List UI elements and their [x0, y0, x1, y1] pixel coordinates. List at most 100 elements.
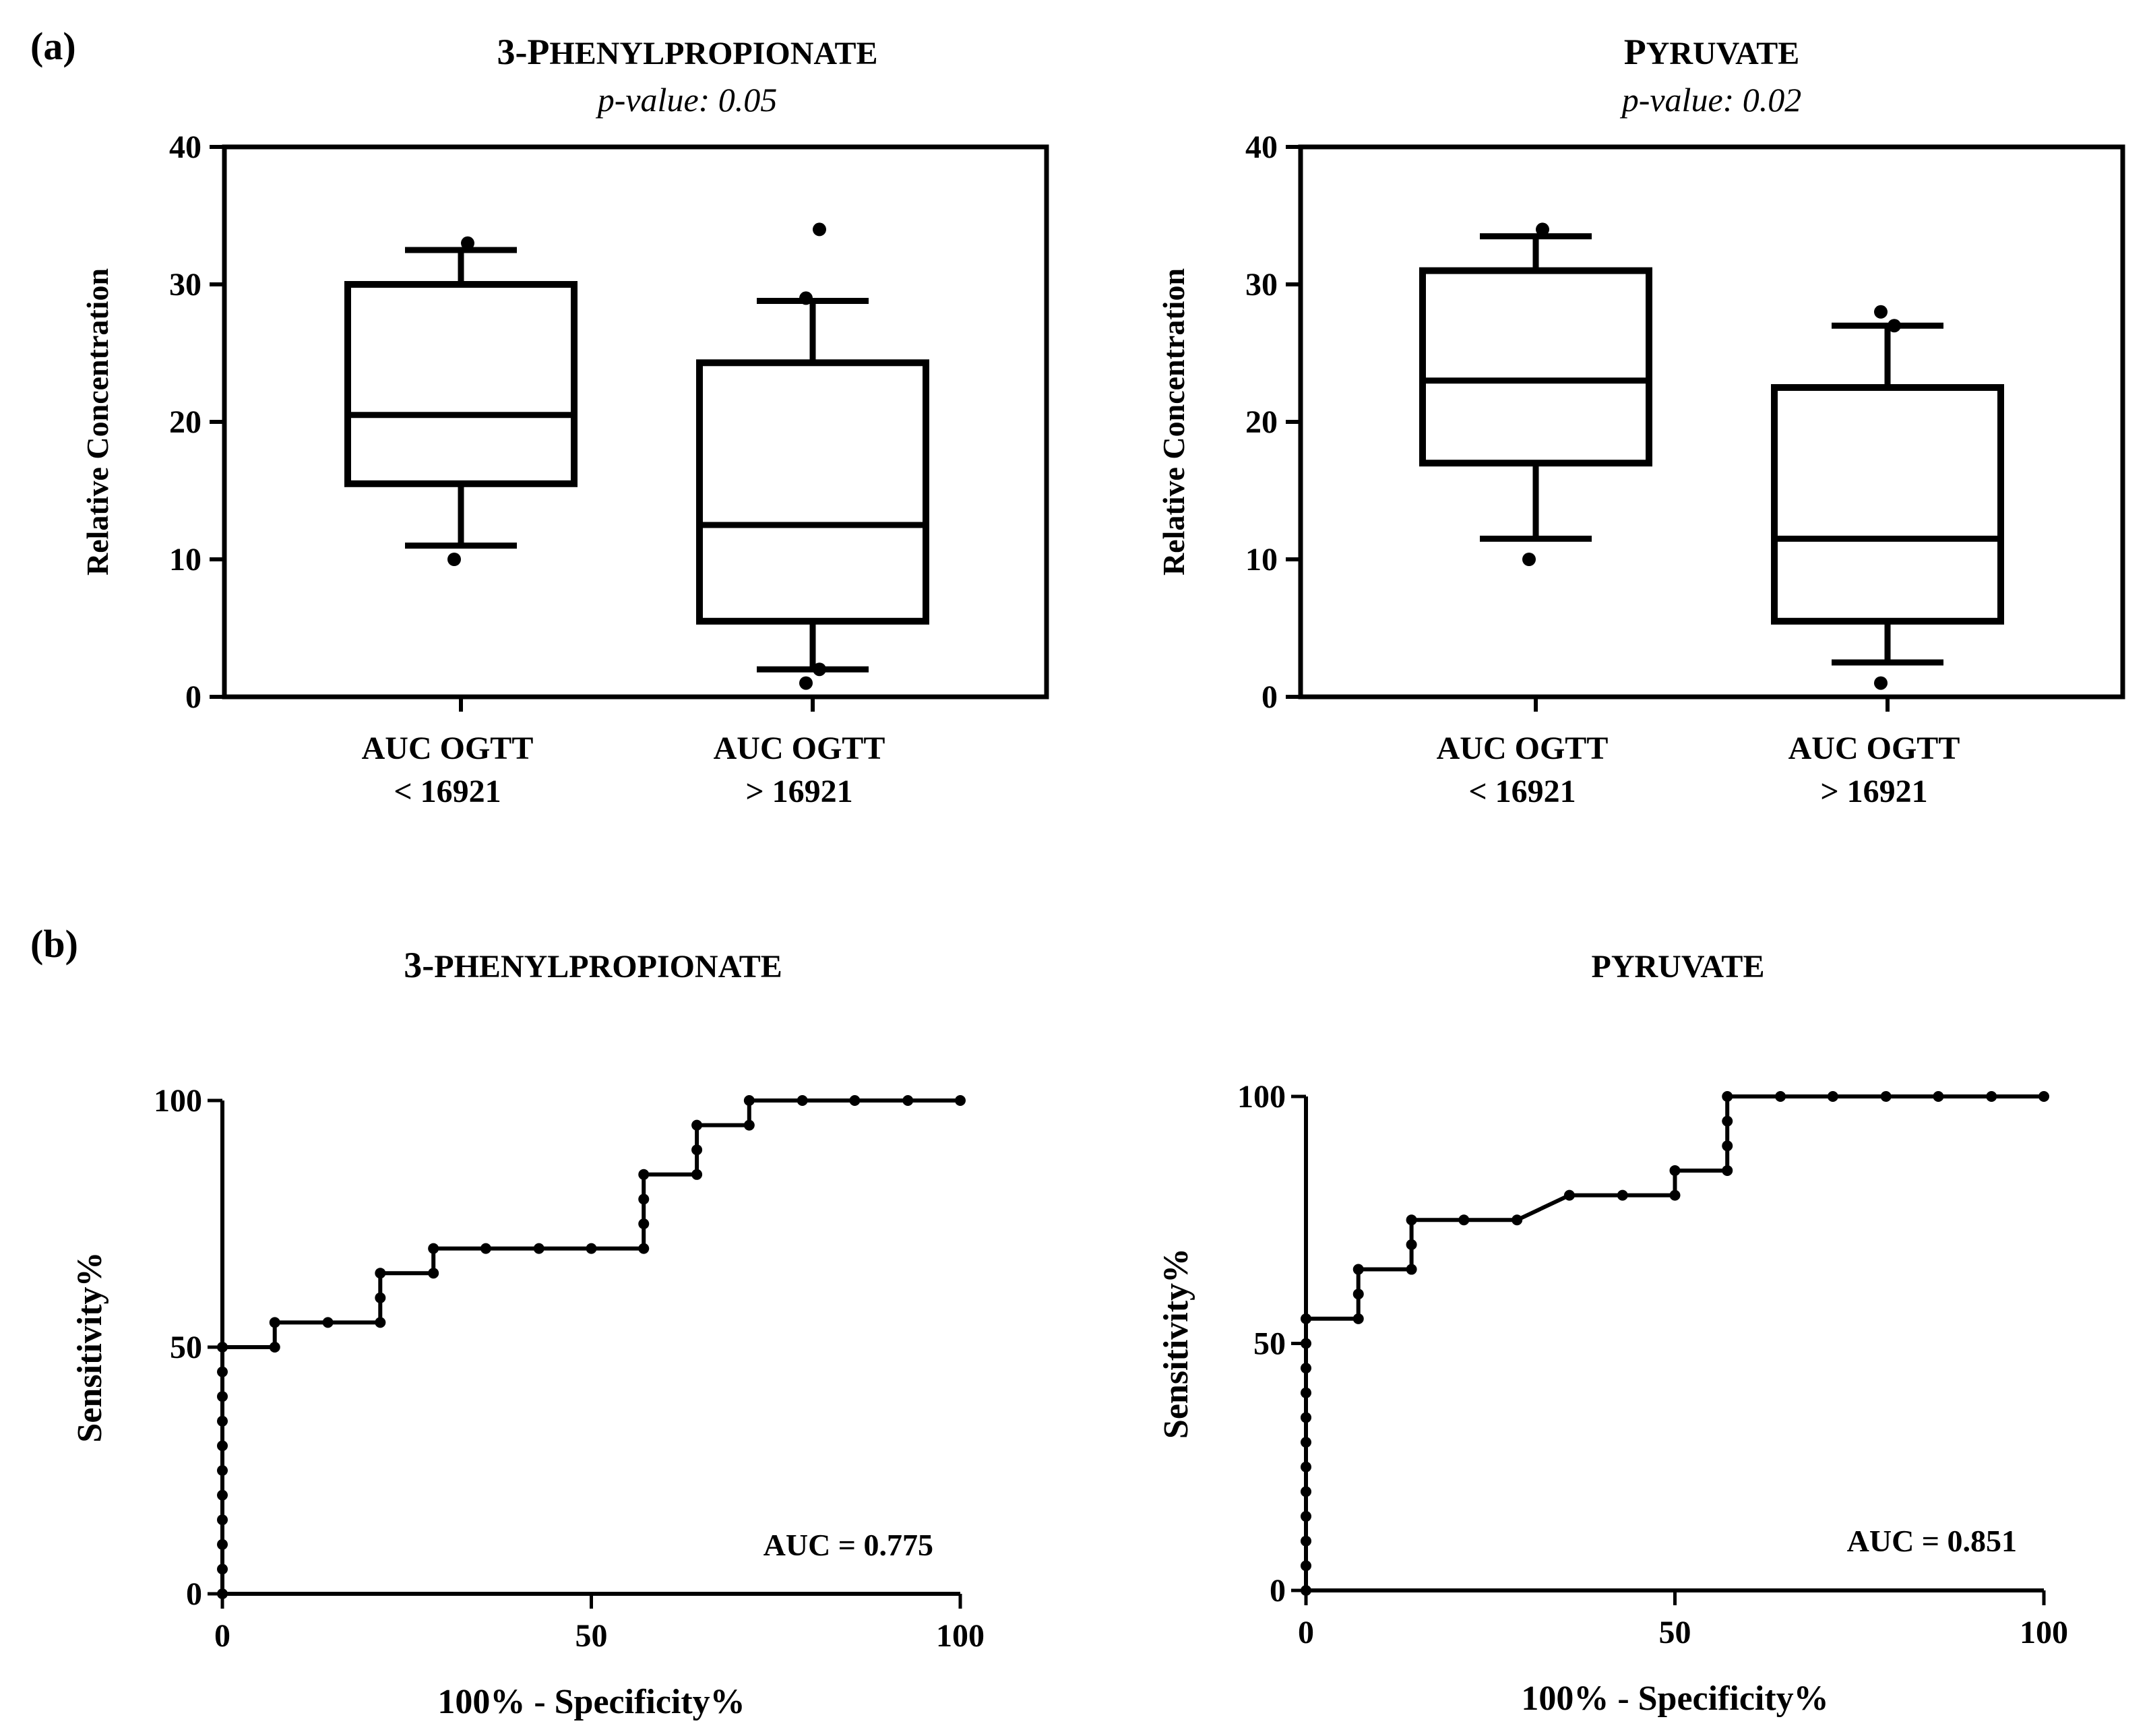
- roc-point: [902, 1095, 914, 1106]
- roc-point: [1301, 1535, 1311, 1547]
- outlier-point: [1874, 676, 1888, 690]
- roc-point: [1775, 1091, 1786, 1102]
- outlier-point: [447, 553, 461, 566]
- y-tick-label: 30: [169, 267, 201, 303]
- roc-point: [1458, 1214, 1470, 1226]
- outlier-point: [1536, 222, 1549, 237]
- category-label-line1: AUC OGTT: [1437, 731, 1609, 766]
- chart-title-rest: PHENYLPROPIONATE: [434, 949, 782, 985]
- category-label-line1: AUC OGTT: [714, 731, 885, 766]
- roc-point: [428, 1243, 439, 1254]
- category-label-line2: < 16921: [394, 774, 501, 809]
- roc-point: [955, 1095, 966, 1106]
- roc-point: [691, 1144, 703, 1156]
- outlier-point: [799, 676, 813, 690]
- roc-point: [1563, 1189, 1575, 1201]
- panel-label-b: (b): [30, 922, 78, 966]
- y-tick-label: 10: [1245, 542, 1278, 578]
- outlier-point: [813, 662, 826, 677]
- roc-point: [1301, 1387, 1311, 1398]
- roc-point: [638, 1218, 650, 1229]
- y-tick-label: 50: [1253, 1326, 1286, 1362]
- roc-point: [1933, 1091, 1944, 1102]
- x-tick-label: 50: [575, 1618, 608, 1654]
- outlier-point: [1874, 305, 1888, 319]
- roc-point: [1301, 1313, 1311, 1324]
- category-label-line2: < 16921: [1468, 774, 1576, 809]
- roc-point: [1301, 1363, 1311, 1374]
- x-tick-label: 0: [214, 1618, 230, 1654]
- roc-point: [1301, 1585, 1311, 1596]
- roc-point: [1406, 1239, 1417, 1250]
- roc-point: [1301, 1437, 1311, 1448]
- y-tick-label: 10: [169, 542, 201, 578]
- roc-curve: [1304, 1094, 2044, 1590]
- roc-point: [217, 1539, 228, 1550]
- iqr-box: [696, 359, 929, 625]
- y-tick-label: 20: [1245, 404, 1278, 440]
- category-label-line2: > 16921: [1820, 774, 1927, 809]
- y-axis-label: Relative Concentration: [1156, 268, 1191, 576]
- x-axis-label: 100% - Specificity%: [1521, 1679, 1828, 1718]
- roc-point: [743, 1119, 755, 1131]
- iqr-box: [1419, 267, 1652, 467]
- chart-title: PYRUVATE: [1624, 32, 1800, 72]
- y-tick-label: 20: [169, 404, 201, 440]
- y-tick-label: 0: [1262, 679, 1278, 715]
- roc-point: [1880, 1091, 1892, 1102]
- outlier-point: [461, 236, 474, 250]
- iqr-box: [344, 281, 578, 487]
- roc-point: [1986, 1091, 1997, 1102]
- chart-title: 3-PHENYLPROPIONATE: [404, 945, 782, 985]
- roc-point: [269, 1342, 280, 1353]
- y-tick-label: 100: [1237, 1079, 1286, 1115]
- roc-point: [217, 1415, 228, 1427]
- category-label-line1: AUC OGTT: [1788, 731, 1960, 766]
- roc-point: [217, 1489, 228, 1501]
- roc-point: [480, 1243, 491, 1254]
- roc-point: [2038, 1091, 2049, 1102]
- roc-point: [428, 1268, 439, 1279]
- p-value-label: p-value: 0.02: [1620, 81, 1802, 119]
- roc-point: [322, 1317, 334, 1328]
- roc-point: [1722, 1115, 1733, 1127]
- roc-point: [1301, 1511, 1311, 1522]
- chart-title-rest: YRUVATE: [1646, 36, 1800, 71]
- category-label-line2: > 16921: [745, 774, 852, 809]
- y-axis-label: Sensitivity%: [71, 1251, 109, 1442]
- y-axis-label: Relative Concentration: [80, 268, 115, 576]
- roc-point: [638, 1169, 650, 1180]
- roc-point: [375, 1292, 386, 1303]
- outlier-point: [1522, 553, 1536, 566]
- roc-point: [1512, 1214, 1523, 1226]
- panel-label-a: (a): [30, 24, 76, 68]
- roc-point: [217, 1366, 228, 1377]
- roc-point: [375, 1268, 386, 1279]
- roc-point: [1301, 1461, 1311, 1472]
- chart-title-rest: PYRUVATE: [1592, 949, 1765, 985]
- x-tick-label: 100: [936, 1618, 985, 1654]
- category-label-line1: AUC OGTT: [362, 731, 534, 766]
- roc-point: [1352, 1264, 1364, 1275]
- roc-point: [1827, 1091, 1838, 1102]
- roc-point: [1669, 1165, 1681, 1176]
- roc-point: [217, 1588, 228, 1599]
- roc-point: [1301, 1338, 1311, 1349]
- y-tick-label: 30: [1245, 267, 1278, 303]
- roc-point: [1301, 1412, 1311, 1423]
- chart-title-prefix: 3-: [404, 945, 434, 985]
- roc-point: [797, 1095, 808, 1106]
- chart-title: 3-PHENYLPROPIONATE: [497, 32, 877, 72]
- chart-title-rest: HENYLPROPIONATE: [549, 36, 877, 71]
- y-tick-label: 40: [169, 129, 201, 165]
- roc-point: [1669, 1189, 1681, 1201]
- box-chart-phenylpropionate: 3-PHENYLPROPIONATE p-value: 0.05 0 10 20 30 40…: [80, 32, 1049, 809]
- outlier-point: [799, 291, 813, 305]
- chart-title: PYRUVATE: [1592, 949, 1765, 985]
- x-tick-label: 100: [2020, 1615, 2068, 1650]
- x-axis-label: 100% - Specificity%: [437, 1683, 745, 1721]
- roc-point: [375, 1317, 386, 1328]
- chart-title-prefix: 3-P: [497, 32, 549, 72]
- roc-point: [217, 1563, 228, 1575]
